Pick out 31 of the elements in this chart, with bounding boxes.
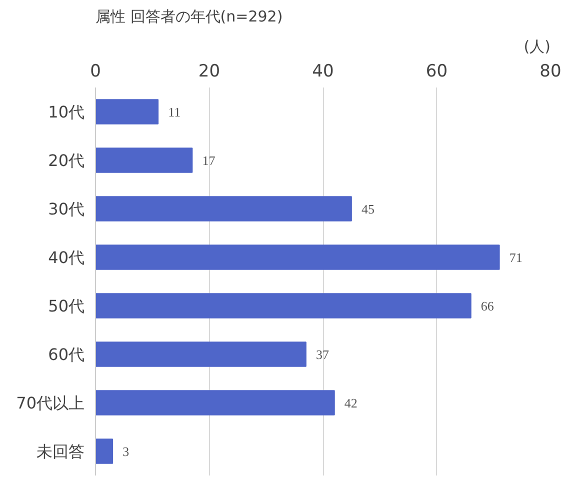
- y-tick-label: 40代: [48, 248, 84, 267]
- x-tick-label: 20: [198, 62, 220, 82]
- y-tick-label: 30代: [48, 199, 84, 218]
- bar: [96, 148, 193, 173]
- data-label: 45: [361, 201, 374, 216]
- data-label: 17: [202, 152, 216, 168]
- y-tick-label: 60代: [48, 344, 84, 364]
- y-tick-label: 20代: [48, 150, 84, 170]
- x-tick-label: 80: [540, 62, 562, 82]
- data-label: 42: [344, 395, 358, 410]
- y-tick-label: 70代以上: [16, 393, 84, 412]
- bar: [96, 438, 114, 464]
- y-tick-label: 未回答: [36, 442, 84, 461]
- data-label: 3: [122, 444, 130, 459]
- bar: [96, 244, 500, 270]
- y-tick-label: 10代: [48, 102, 84, 122]
- bar: [96, 99, 159, 124]
- bar: [96, 390, 335, 416]
- y-tick-label: 50代: [48, 296, 84, 316]
- bar: [96, 196, 352, 222]
- x-tick-label: 0: [90, 62, 101, 82]
- x-tick-label: 60: [426, 62, 448, 82]
- data-label: 37: [316, 346, 330, 362]
- chart-title: 属性 回答者の年代(n=292): [96, 8, 283, 26]
- bar: [96, 293, 472, 318]
- x-tick-label: 40: [312, 62, 334, 82]
- data-label: 11: [168, 104, 181, 120]
- data-label: 66: [480, 298, 494, 314]
- x-axis-title: (人): [524, 38, 551, 56]
- bar: [96, 342, 306, 367]
- data-label: 71: [509, 250, 522, 265]
